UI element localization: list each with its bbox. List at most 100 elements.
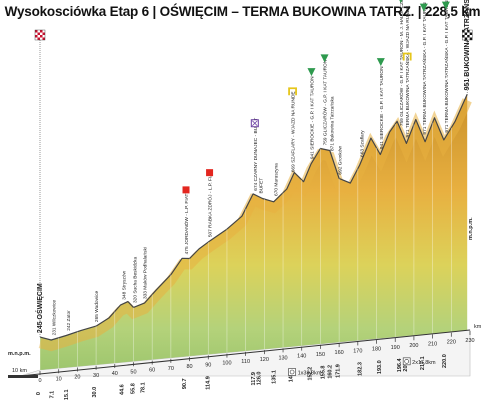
y-axis-unit-right: m.n.p.m. bbox=[468, 217, 474, 240]
profile-outline bbox=[39, 94, 468, 341]
lap-annotation: 2x11,8km bbox=[402, 357, 436, 366]
flag-cell bbox=[467, 37, 470, 40]
scale-bar-label: 10 km bbox=[12, 368, 27, 374]
flag-cell bbox=[42, 30, 45, 33]
finish-flag-icon bbox=[461, 29, 473, 41]
lap-loop-circle bbox=[289, 369, 295, 375]
flag-cell bbox=[462, 30, 465, 33]
place-label: 759 GLICZARÓW - G.P. I KAT TAURON - M. J… bbox=[398, 0, 405, 126]
place-label: 759 GLICZARÓW - G.P. I KAT TAURON bbox=[322, 59, 329, 145]
place-label: BUFET bbox=[258, 178, 264, 194]
flag-cell bbox=[35, 30, 38, 33]
place-label: 348 Stryszów bbox=[121, 270, 127, 299]
feed-zone-cross bbox=[252, 120, 258, 127]
place-label: 320 Sucha Beskidzka bbox=[132, 257, 138, 303]
flag-cell bbox=[464, 37, 468, 40]
place-label: 242 Zator bbox=[66, 310, 72, 331]
markers-layer: 1x38,8km 2x11,8km bbox=[34, 0, 473, 377]
flag-cell bbox=[469, 32, 473, 35]
x-tick-label: 70 bbox=[168, 366, 174, 372]
x-tick-label: 140 bbox=[297, 354, 306, 360]
place-label: 670 Maruszyna bbox=[274, 163, 280, 196]
place-label: 245 OŚWIĘCIM bbox=[35, 283, 44, 333]
distance-label: 90.7 bbox=[182, 378, 188, 389]
flag-cell bbox=[35, 32, 38, 35]
x-tick-label: 180 bbox=[372, 347, 381, 353]
place-label: 941 SIEROCKIE - G.P. I KAT TAURON bbox=[379, 66, 385, 149]
distance-label: 44.6 bbox=[119, 384, 125, 395]
distance-label: 196.4 bbox=[397, 357, 403, 372]
x-axis-layer: 0 10 20 30 40 50 60 70 80 90 100 110 120 130 140 150 160… bbox=[8, 217, 482, 384]
sprint-flag-icon bbox=[206, 169, 214, 177]
kom-triangle-icon bbox=[376, 58, 385, 67]
x-tick-label: 0 bbox=[38, 378, 41, 384]
distance-label: 78.1 bbox=[140, 382, 146, 393]
distance-label: 0 bbox=[36, 392, 42, 395]
x-tick-label: 210 bbox=[428, 341, 437, 347]
x-tick-label: 60 bbox=[149, 368, 155, 374]
distance-label: 117.9 bbox=[251, 372, 257, 385]
lap-loop-circle bbox=[404, 359, 409, 364]
x-tick-label: 80 bbox=[187, 364, 193, 370]
kom-triangle-icon bbox=[320, 54, 329, 63]
distance-label: 160.2 bbox=[327, 365, 333, 379]
flag-cell bbox=[464, 32, 468, 35]
x-tick-label: 170 bbox=[353, 348, 362, 354]
place-label: 669 SZAFLARY - WJAZD NA RUNDĘ bbox=[291, 91, 297, 172]
y-axis-unit-left: m.n.p.m. bbox=[8, 351, 31, 357]
flag-cell bbox=[469, 30, 473, 33]
x-axis-unit: km bbox=[474, 324, 482, 330]
place-label: 971 TERMA BUKOWINA TATRZAŃSKA - G.P. I K… bbox=[443, 0, 450, 133]
x-axis-line bbox=[19, 329, 471, 377]
flag-cell bbox=[467, 35, 470, 38]
distance-label: 152.2 bbox=[307, 367, 313, 381]
place-label: 941 SIEROCKIE - G.P. I KAT TAURON bbox=[309, 76, 315, 159]
lap-annotation-label: 2x11,8km bbox=[412, 360, 436, 366]
flag-cell bbox=[40, 32, 43, 35]
distance-label: 114.9 bbox=[206, 376, 212, 389]
flag-cell bbox=[42, 35, 45, 38]
lap-loop-icon bbox=[402, 357, 411, 366]
chart-title: Wysokosciówka Etap 6 | OŚWIĘCIM – TERMA … bbox=[4, 4, 481, 19]
flag-cell bbox=[37, 35, 40, 38]
place-label: 692 Gronków bbox=[338, 146, 344, 175]
flag-cell bbox=[464, 35, 468, 38]
scale-bar bbox=[8, 375, 38, 378]
kom-triangle-icon bbox=[419, 3, 428, 12]
distance-label: 15.1 bbox=[64, 389, 70, 400]
distance-label: 155.8 bbox=[321, 366, 327, 380]
distance-label: 55.8 bbox=[130, 383, 136, 394]
profile-ridge-band bbox=[38, 98, 472, 352]
lap-entry-icon bbox=[402, 52, 412, 61]
x-tick-label: 190 bbox=[391, 345, 400, 351]
x-tick-label: 40 bbox=[112, 371, 118, 377]
x-tick-label: 230 bbox=[465, 338, 474, 344]
distance-label: 126.0 bbox=[256, 371, 262, 385]
profile-area-layer bbox=[19, 94, 472, 377]
distance-label: 135.1 bbox=[272, 370, 278, 384]
place-label: 231 Wilczkowice bbox=[51, 300, 57, 336]
place-labels-layer: 0 7.1 15.1 30.0 44.6 55.8 78.1 90.7 114.9 117.9 12… bbox=[35, 0, 471, 400]
lap-entry-icon bbox=[288, 87, 297, 96]
flag-cell bbox=[464, 30, 468, 33]
flag-cell bbox=[469, 37, 473, 40]
kom-triangle-icon bbox=[441, 1, 450, 10]
x-tick-label: 160 bbox=[335, 350, 344, 356]
place-label: 674 CZARNY DUNAJEC - BUFET bbox=[253, 118, 259, 191]
x-tick-label: 20 bbox=[74, 375, 80, 381]
flag-cell bbox=[37, 30, 40, 33]
distance-label: 217.1 bbox=[420, 356, 426, 370]
distance-label: 193.0 bbox=[377, 360, 383, 374]
flag-cell bbox=[37, 37, 40, 40]
flag-cell bbox=[42, 32, 45, 35]
distance-label: 220.0 bbox=[442, 354, 448, 368]
x-tick-label: 50 bbox=[130, 369, 136, 375]
x-tick-label: 220 bbox=[447, 340, 456, 346]
start-flag-icon bbox=[34, 29, 46, 41]
place-label: 971 TERMA BUKOWINA TATRZAŃSKA - G.P. I K… bbox=[421, 2, 428, 135]
kom-triangle-icon bbox=[307, 68, 316, 77]
flag-cell bbox=[35, 37, 38, 40]
place-label: 871 Bukowina Tatrzańska bbox=[329, 96, 335, 151]
distance-label: 182.3 bbox=[357, 362, 363, 376]
